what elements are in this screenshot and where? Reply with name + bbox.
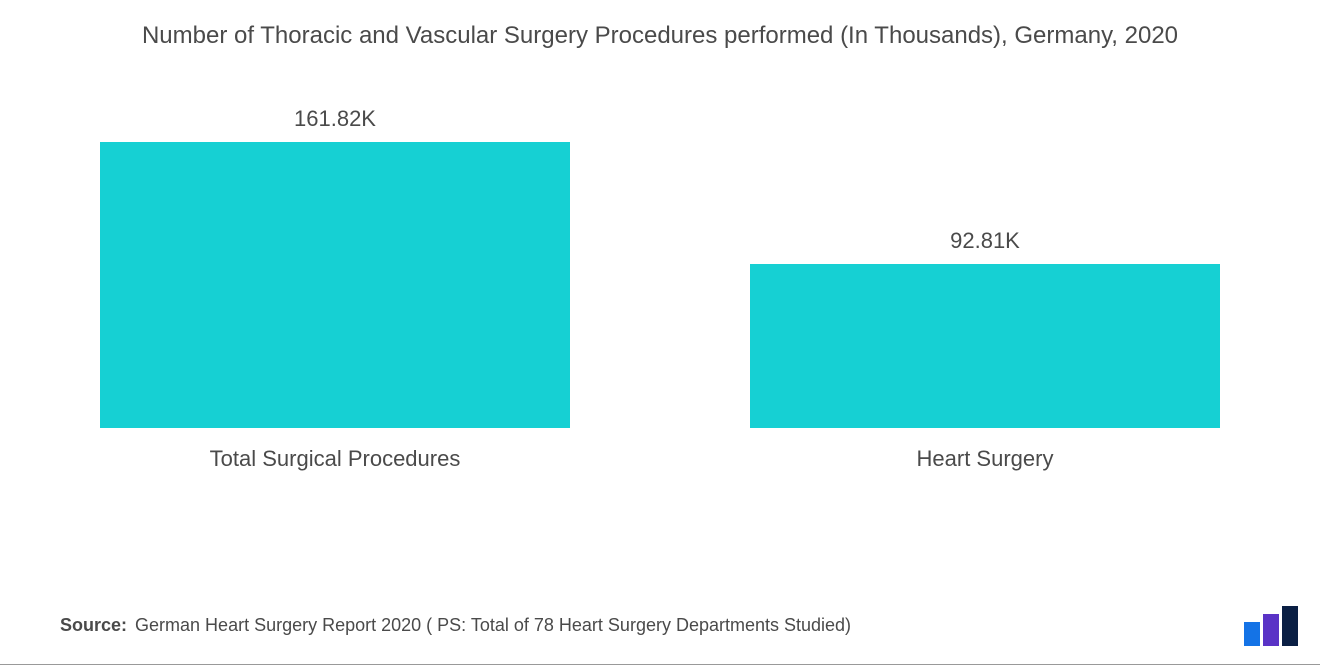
brand-logo-icon [1244, 606, 1298, 646]
bar-category-label: Heart Surgery [917, 446, 1054, 472]
chart-container: Number of Thoracic and Vascular Surgery … [0, 0, 1320, 665]
source-line: Source: German Heart Surgery Report 2020… [60, 615, 1200, 636]
bar-group: 92.81K Heart Surgery [750, 92, 1220, 472]
bar-value-label: 161.82K [294, 106, 376, 132]
bar [750, 264, 1220, 428]
chart-title: Number of Thoracic and Vascular Surgery … [110, 20, 1210, 52]
bar-value-label: 92.81K [950, 228, 1020, 254]
plot-area: 161.82K Total Surgical Procedures 92.81K He… [40, 92, 1280, 472]
bar-group: 161.82K Total Surgical Procedures [100, 92, 570, 472]
source-text: German Heart Surgery Report 2020 ( PS: T… [135, 615, 851, 636]
source-label: Source: [60, 615, 127, 636]
bar [100, 142, 570, 428]
bar-category-label: Total Surgical Procedures [210, 446, 461, 472]
